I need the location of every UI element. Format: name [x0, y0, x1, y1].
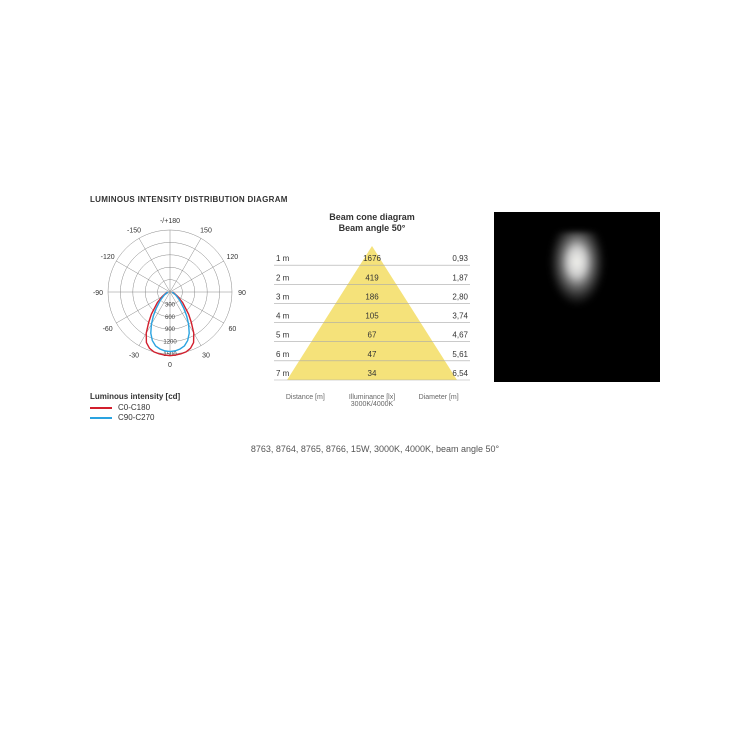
- legend-item: C0-C180: [90, 403, 250, 412]
- svg-text:30: 30: [202, 352, 210, 359]
- svg-text:0: 0: [168, 362, 172, 369]
- svg-text:150: 150: [200, 228, 212, 235]
- svg-text:1200: 1200: [163, 340, 177, 346]
- legend-item: C90-C270: [90, 413, 250, 422]
- footer-caption: 8763, 8764, 8765, 8766, 15W, 3000K, 4000…: [90, 444, 660, 454]
- svg-text:120: 120: [227, 254, 239, 261]
- svg-text:90: 90: [238, 290, 246, 297]
- cone-col3: Diameter [m]: [405, 394, 472, 408]
- svg-text:1676: 1676: [363, 254, 381, 263]
- svg-text:4 m: 4 m: [276, 311, 290, 320]
- svg-text:-60: -60: [103, 326, 113, 333]
- svg-text:0,93: 0,93: [452, 254, 468, 263]
- svg-text:-150: -150: [127, 228, 141, 235]
- svg-text:5 m: 5 m: [276, 330, 290, 339]
- svg-text:34: 34: [368, 369, 377, 378]
- svg-text:7 m: 7 m: [276, 369, 290, 378]
- svg-text:-90: -90: [93, 290, 103, 297]
- svg-text:186: 186: [365, 292, 379, 301]
- cone-col1: Distance [m]: [272, 394, 339, 408]
- svg-text:47: 47: [368, 349, 377, 358]
- svg-text:6,54: 6,54: [452, 369, 468, 378]
- cone-col2: Illuminance [lx]3000K/4000K: [339, 394, 406, 408]
- svg-text:2,80: 2,80: [452, 292, 468, 301]
- legend: Luminous intensity [cd] C0-C180C90-C270: [90, 392, 250, 422]
- svg-text:2 m: 2 m: [276, 273, 290, 282]
- svg-text:105: 105: [365, 311, 379, 320]
- svg-text:6 m: 6 m: [276, 349, 290, 358]
- beam-photo: [494, 212, 660, 382]
- svg-text:4,67: 4,67: [452, 330, 468, 339]
- svg-text:1,87: 1,87: [452, 273, 468, 282]
- cone-title-1: Beam cone diagram: [329, 212, 415, 222]
- svg-text:67: 67: [368, 330, 377, 339]
- svg-text:900: 900: [165, 327, 176, 333]
- svg-text:5,61: 5,61: [452, 349, 468, 358]
- beam-cone-diagram: Beam cone diagram Beam angle 50° 1 m 1676…: [272, 212, 472, 408]
- svg-text:419: 419: [365, 273, 379, 282]
- svg-text:3,74: 3,74: [452, 311, 468, 320]
- svg-text:-/+180: -/+180: [160, 218, 180, 225]
- svg-text:-30: -30: [129, 352, 139, 359]
- svg-text:60: 60: [228, 326, 236, 333]
- svg-text:600: 600: [165, 315, 176, 321]
- svg-text:300: 300: [165, 302, 176, 308]
- legend-title: Luminous intensity [cd]: [90, 392, 250, 401]
- svg-text:3 m: 3 m: [276, 292, 290, 301]
- svg-text:-120: -120: [101, 254, 115, 261]
- svg-text:1 m: 1 m: [276, 254, 290, 263]
- polar-diagram: 0 30 60 90 120 150 -/+180 -150 -120 -90 -60 -30 300 6…: [90, 212, 250, 422]
- main-title: LUMINOUS INTENSITY DISTRIBUTION DIAGRAM: [90, 195, 660, 204]
- cone-title-2: Beam angle 50°: [339, 223, 406, 233]
